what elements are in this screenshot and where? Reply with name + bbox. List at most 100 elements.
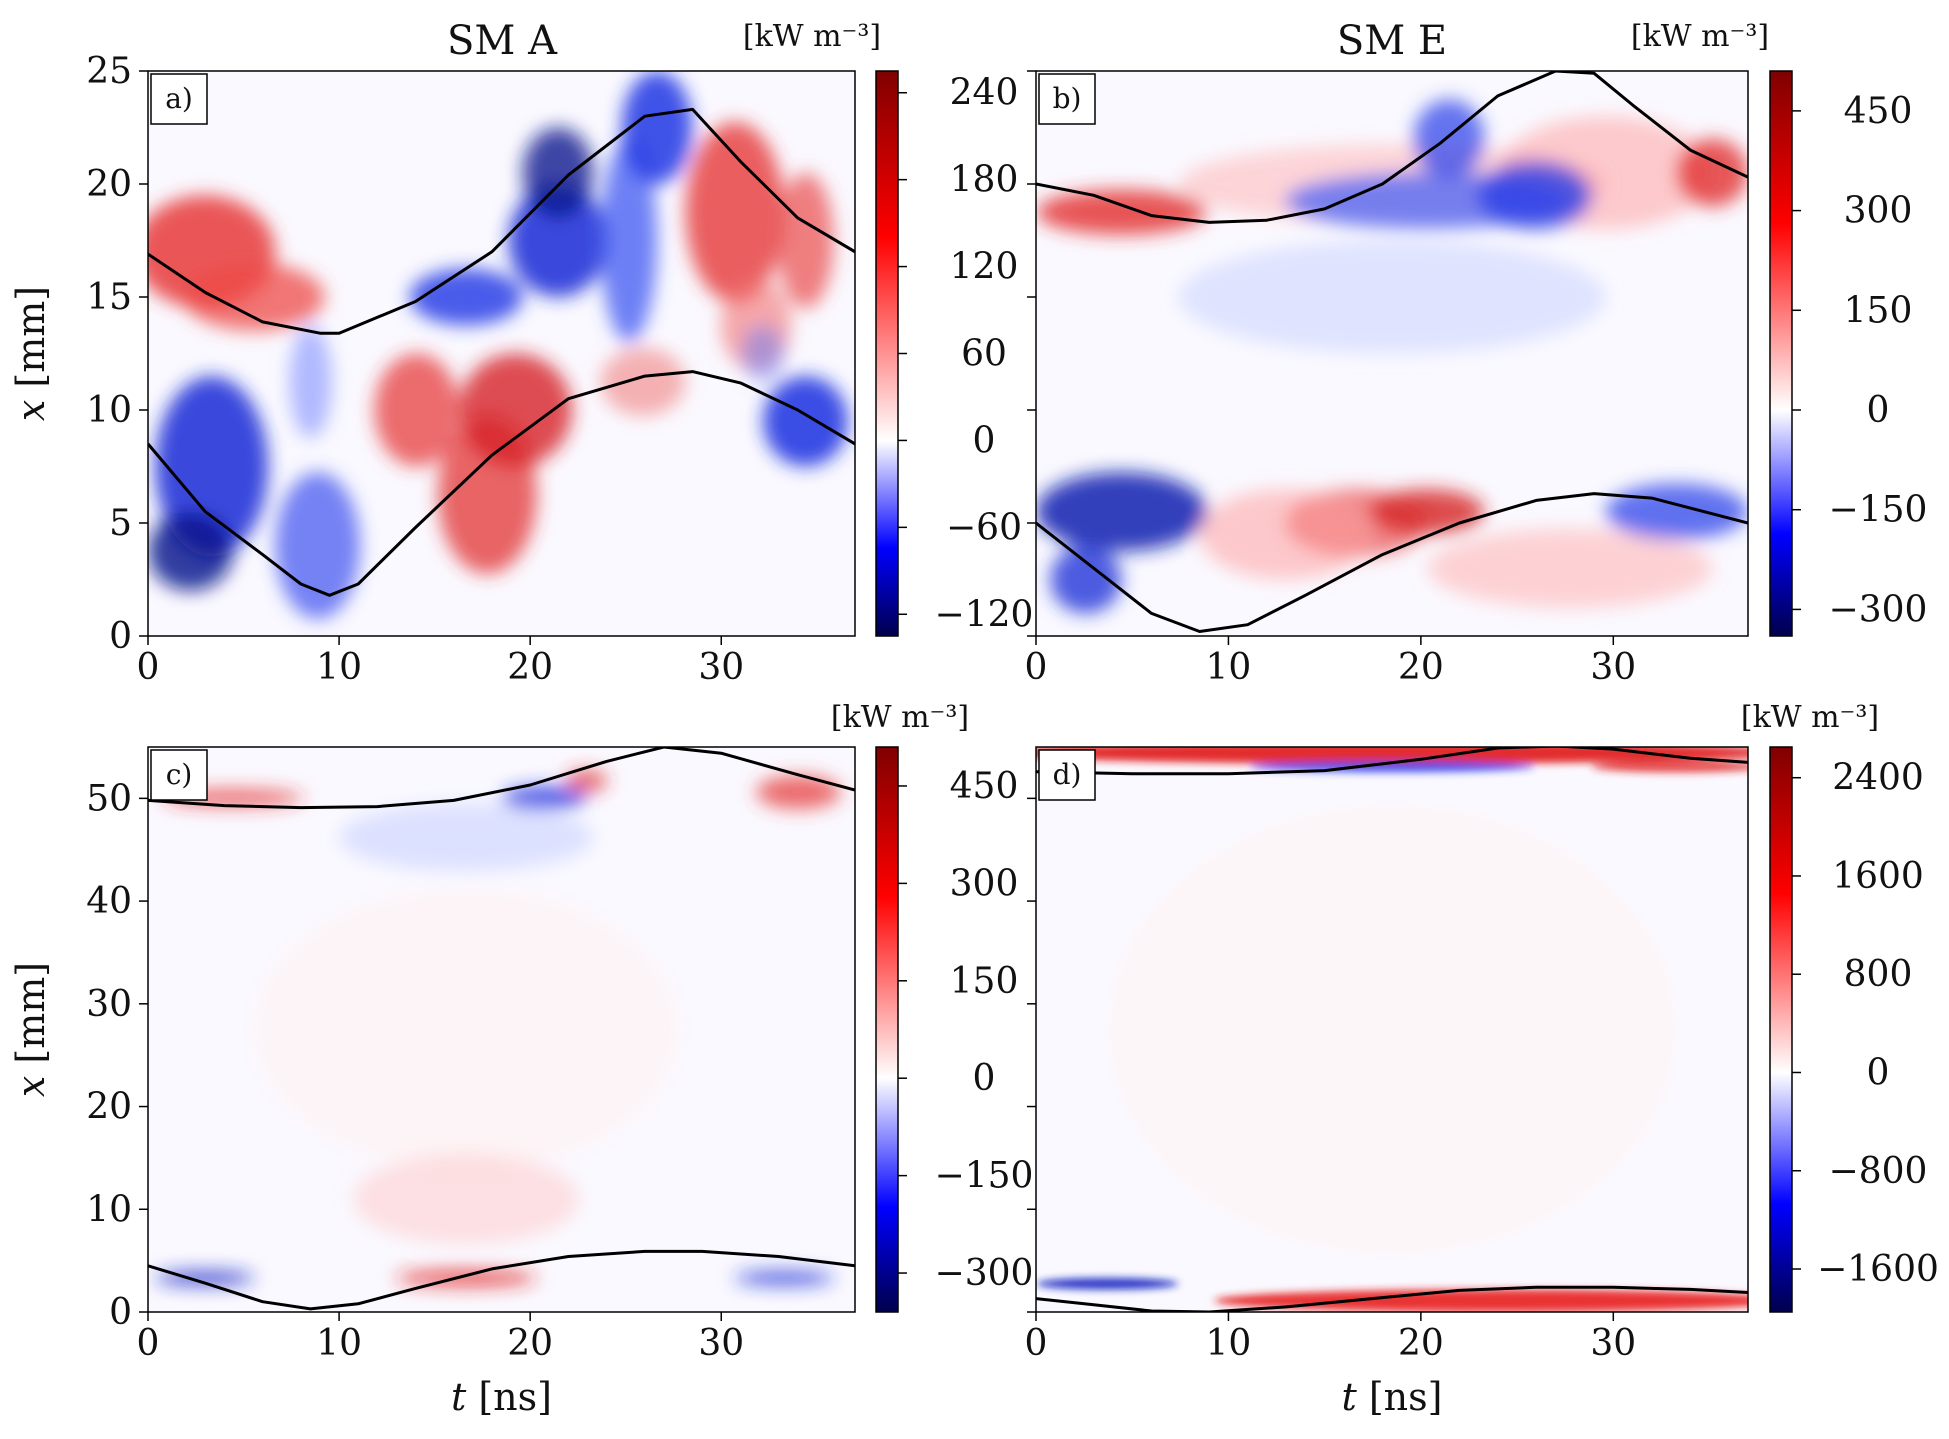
field-region-5 [289, 325, 332, 439]
panel-label: b) [1038, 73, 1096, 125]
panel-label-text: d) [1053, 758, 1082, 791]
colorbar-tick-label: −120 [935, 594, 1034, 635]
panel-d: 0 10 20 30 d) t [ns] −1600 −800 0 800 1600 2400 [kW … [1025, 700, 1939, 1419]
axes-frame [147, 70, 856, 637]
colorbar-tick-label: 150 [950, 961, 1019, 1002]
axes-frame [1035, 70, 1749, 637]
field-region-0 [1036, 189, 1207, 235]
y-axis-label: x [mm] [9, 962, 53, 1097]
y-tick-label: 40 [86, 881, 132, 922]
panel-label-text: c) [166, 758, 193, 791]
field-region-3 [1036, 1278, 1179, 1290]
y-tick-label: 20 [86, 164, 132, 205]
boundary-line-upper [148, 107, 855, 335]
colorbar-gradient [1769, 70, 1793, 637]
field-region-7 [1178, 240, 1606, 354]
colorbar-tick-label: 180 [950, 160, 1019, 201]
panel-label-box [150, 749, 208, 801]
colorbar-tick-label: 450 [950, 766, 1019, 807]
colorbar: −300 −150 0 150 300 450 [kW m⁻³] [1631, 19, 1928, 637]
colorbar-tick-label: 0 [1867, 1052, 1890, 1093]
colorbar-tick-label: −300 [935, 1253, 1034, 1294]
field-region-5 [254, 888, 679, 1171]
colorbar-tick-label: −150 [935, 1156, 1034, 1197]
panel-label-box [150, 73, 208, 125]
boundary-line-upper [1036, 747, 1748, 776]
y-tick-label: 20 [86, 1087, 132, 1128]
colorbar-tick-label: −60 [946, 507, 1022, 548]
x-tick-label: 30 [698, 647, 744, 688]
boundary-line-lower [148, 1249, 855, 1311]
boundary-line-upper [148, 747, 855, 810]
colorbar-unit-label: [kW m⁻³] [1741, 700, 1879, 735]
heatmap-field [1036, 747, 1748, 1312]
colorbar-tick-label: 120 [950, 247, 1019, 288]
colorbar-tick-label: 2400 [1832, 758, 1924, 799]
colorbar-gradient [1769, 746, 1793, 1313]
colorbar-tick-label: 300 [950, 863, 1019, 904]
heatmap-field [148, 71, 848, 620]
field-region-17 [777, 172, 834, 309]
field-region-6 [374, 353, 460, 467]
field-region-14 [1605, 483, 1748, 540]
field-region-3 [1676, 138, 1748, 207]
panel-title: SM A [447, 18, 558, 64]
field-region-7 [395, 1269, 537, 1287]
axes-frame [147, 746, 856, 1313]
y-tick-label: 30 [86, 984, 132, 1025]
colorbar-tick-label: 1600 [1832, 856, 1924, 897]
heatmap-field [1036, 99, 1748, 614]
panel-label: c) [150, 749, 208, 801]
panel-b: 0 10 20 30 b) SM E −300 −150 0 150 300 450 [kW m⁻³] [1025, 18, 1928, 688]
panel-title: SM E [1337, 18, 1447, 64]
colorbar-tick-label: 0 [973, 1058, 996, 1099]
field-region-13 [621, 71, 693, 184]
colorbar-tick-label: −300 [1829, 589, 1928, 630]
panel-a: 0 10 20 30 0 5 10 15 20 25 a) SM A x [mm] −120 −60 0 60 1… [9, 18, 1033, 688]
colorbar-tick-label: 150 [1844, 290, 1913, 331]
x-tick-label: 20 [1398, 1323, 1444, 1364]
field-region-2 [155, 376, 269, 557]
field-region-1 [183, 263, 325, 331]
field-region-2 [1591, 761, 1748, 773]
colorbar-unit-label: [kW m⁻³] [743, 19, 881, 54]
heatmap-field [155, 769, 841, 1287]
field-region-4 [275, 472, 361, 620]
field-region-9 [1050, 545, 1122, 614]
y-tick-label: 0 [109, 1292, 132, 1333]
field-region-19 [741, 325, 785, 382]
field-region-5 [1413, 99, 1485, 179]
y-tick-label: 15 [86, 277, 132, 318]
panel-label: d) [1038, 749, 1096, 801]
colorbar: −1600 −800 0 800 1600 2400 [kW m⁻³] [1741, 700, 1939, 1313]
field-region-11 [1370, 489, 1485, 535]
y-tick-label: 10 [86, 1189, 132, 1230]
field-region-2 [565, 769, 608, 793]
x-tick-label: 0 [1025, 647, 1048, 688]
x-tick-label: 30 [698, 1323, 744, 1364]
panel-label-text: b) [1053, 82, 1082, 115]
y-tick-label: 50 [86, 778, 132, 819]
x-tick-label: 30 [1590, 1323, 1636, 1364]
boundary-line-lower [1036, 492, 1748, 633]
boundary-line-lower [1036, 1285, 1748, 1312]
field-region-8 [459, 353, 573, 467]
boundary-line-lower [148, 370, 855, 597]
field-region-8 [734, 1271, 834, 1285]
y-axis-label: x [mm] [9, 286, 53, 421]
x-tick-label: 10 [316, 1323, 362, 1364]
field-region-1 [501, 786, 587, 810]
panel-label-box [1038, 73, 1096, 125]
y-tick-label: 5 [109, 503, 132, 544]
x-tick-label: 10 [1206, 647, 1252, 688]
colorbar-gradient [875, 746, 899, 1313]
colorbar-tick-label: 0 [973, 420, 996, 461]
colorbar-tick-label: −800 [1829, 1151, 1928, 1192]
field-region-18 [763, 376, 848, 467]
x-tick-label: 0 [137, 647, 160, 688]
field-region-5 [1107, 803, 1677, 1256]
field-region-9 [409, 268, 523, 326]
colorbar-tick-label: −150 [1829, 490, 1928, 531]
